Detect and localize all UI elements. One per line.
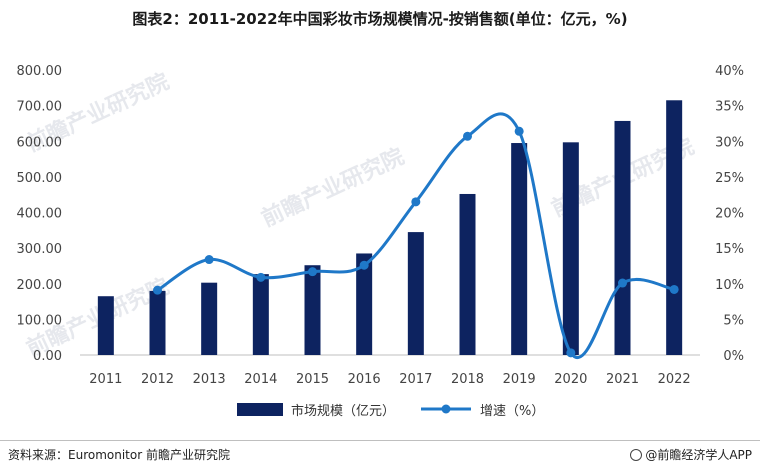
bar-market-size xyxy=(562,142,579,355)
right-axis-tick-label: 25% xyxy=(715,171,744,186)
bar-market-size xyxy=(304,265,321,355)
bar-market-size xyxy=(97,296,114,355)
bar-market-size xyxy=(149,290,166,355)
growth-rate-point xyxy=(153,285,162,295)
bar-market-size xyxy=(252,274,269,355)
x-axis-tick-label: 2012 xyxy=(141,372,174,387)
source-note: 资料来源：Euromonitor 前瞻产业研究院 xyxy=(8,448,230,462)
x-axis-tick-label: 2020 xyxy=(554,372,587,387)
left-axis-tick-label: 200.00 xyxy=(17,278,63,293)
x-axis-tick-label: 2017 xyxy=(399,372,432,387)
right-axis-tick-label: 20% xyxy=(715,207,744,222)
credit-text: @前瞻经济学人APP xyxy=(645,448,752,462)
bar-market-size xyxy=(459,193,476,355)
x-axis-tick-label: 2018 xyxy=(451,372,484,387)
bar-market-size xyxy=(407,232,424,355)
growth-rate-point xyxy=(204,255,214,265)
growth-rate-point xyxy=(411,197,421,207)
left-axis-tick-label: 700.00 xyxy=(17,100,63,115)
growth-rate-point xyxy=(514,126,524,136)
x-axis-tick-label: 2016 xyxy=(348,372,381,387)
growth-rate-point xyxy=(256,272,266,282)
right-axis-tick-label: 35% xyxy=(715,100,744,115)
right-axis-tick-label: 15% xyxy=(715,242,744,257)
x-axis-tick-label: 2015 xyxy=(296,372,329,387)
bar-market-size xyxy=(356,253,373,355)
growth-rate-point xyxy=(359,260,369,270)
credit-note: @前瞻经济学人APP xyxy=(630,446,752,463)
bar-market-size xyxy=(666,100,683,355)
left-axis-tick-label: 400.00 xyxy=(17,207,63,222)
left-axis-tick-label: 500.00 xyxy=(17,171,63,186)
bar-market-size xyxy=(201,282,218,355)
left-axis-tick-label: 100.00 xyxy=(17,313,63,328)
x-axis-tick-label: 2022 xyxy=(658,372,691,387)
legend-bar-label: 市场规模（亿元） xyxy=(291,403,395,419)
left-axis-tick-label: 0.00 xyxy=(33,349,62,364)
x-axis-tick-label: 2011 xyxy=(89,372,122,387)
chart-title: 图表2：2011-2022年中国彩妆市场规模情况-按销售额(单位：亿元，%) xyxy=(132,10,628,28)
left-axis-tick-label: 600.00 xyxy=(17,135,63,150)
left-axis-tick-label: 800.00 xyxy=(17,64,63,79)
growth-rate-point xyxy=(566,348,576,358)
x-axis-tick-label: 2021 xyxy=(606,372,639,387)
right-axis-tick-label: 5% xyxy=(723,313,744,328)
growth-rate-point xyxy=(308,267,317,277)
growth-rate-point xyxy=(463,131,472,141)
x-axis-tick-label: 2013 xyxy=(193,372,226,387)
right-axis-tick-label: 10% xyxy=(715,278,744,293)
left-axis-tick-label: 300.00 xyxy=(17,242,63,257)
brand-logo-icon xyxy=(630,449,643,461)
legend-bar-swatch xyxy=(237,403,283,416)
footer: 资料来源：Euromonitor 前瞻产业研究院 @前瞻经济学人APP xyxy=(0,440,760,474)
x-axis-tick-label: 2014 xyxy=(244,372,277,387)
growth-rate-point xyxy=(618,278,627,288)
combo-chart: 0.00 100.00 200.00 300.00 400.00 500.00 600.00… xyxy=(17,64,745,419)
right-axis-tick-label: 30% xyxy=(715,135,744,150)
right-axis-tick-label: 40% xyxy=(715,64,744,79)
x-axis-tick-label: 2019 xyxy=(503,372,536,387)
bar-market-size xyxy=(511,143,528,355)
legend-line-marker xyxy=(441,404,451,414)
growth-rate-point xyxy=(669,284,679,294)
bar-market-size xyxy=(614,120,631,355)
right-axis-tick-label: 0% xyxy=(723,349,744,364)
legend-line-label: 增速（%） xyxy=(480,404,544,419)
